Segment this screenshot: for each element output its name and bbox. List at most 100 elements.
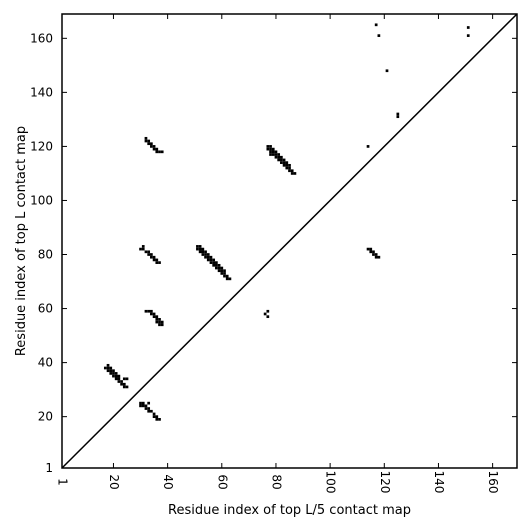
diagonal-line [61, 13, 518, 469]
x-tick-label: 60 [215, 474, 229, 489]
x-tick-label: 40 [161, 474, 175, 489]
contact-point [139, 401, 142, 405]
contact-point [215, 261, 218, 264]
contact-point [369, 250, 373, 254]
contact-point [204, 250, 207, 254]
contact-point [372, 250, 375, 254]
contact-point [144, 139, 148, 143]
contact-point [223, 269, 226, 273]
x-tick-label: 140 [432, 471, 446, 494]
contact-point [206, 255, 210, 259]
contact-point [141, 401, 145, 405]
contact-point [217, 266, 221, 270]
y-axis-label: Residue index of top L contact map [14, 126, 29, 356]
contact-point [147, 250, 151, 254]
contact-point [150, 312, 153, 316]
contact-point [220, 266, 224, 270]
contact-point [103, 366, 107, 370]
contact-point [150, 309, 153, 313]
contact-point [271, 147, 275, 151]
contact-point [466, 34, 470, 37]
contact-point [144, 250, 148, 254]
contact-point [158, 318, 161, 321]
contact-point [160, 150, 164, 154]
contact-point [152, 255, 156, 259]
contact-point [274, 155, 278, 159]
contact-point [141, 245, 145, 248]
contact-point [152, 315, 156, 319]
contact-point [269, 147, 272, 151]
contact-point [160, 323, 164, 327]
contact-point [280, 155, 283, 159]
contact-point [288, 163, 291, 167]
contact-point [220, 269, 224, 273]
contact-point [212, 261, 216, 264]
contact-point [215, 263, 218, 267]
contact-point [155, 320, 159, 324]
contact-point [206, 258, 210, 262]
contact-point [117, 380, 121, 383]
contact-point [158, 320, 161, 324]
contact-point [139, 404, 142, 408]
contact-point [217, 263, 221, 267]
x-tick-label: 160 [486, 471, 500, 494]
y-tick-label: 1 [45, 461, 53, 475]
contact-point [147, 401, 151, 405]
contact-point [198, 245, 202, 248]
contact-point [396, 115, 400, 119]
contact-point [290, 169, 294, 173]
contact-point [150, 253, 153, 256]
x-tick-label: 120 [378, 471, 392, 494]
x-tick-label: 100 [324, 471, 338, 494]
contact-point [271, 150, 275, 154]
contact-point [223, 272, 226, 275]
contact-point [147, 407, 151, 410]
contact-point [204, 255, 207, 259]
contact-point [282, 161, 286, 164]
contact-point [152, 147, 156, 151]
contact-point [106, 366, 110, 370]
contact-point [144, 136, 148, 140]
plot-frame [61, 13, 518, 469]
contact-point [158, 323, 161, 327]
contact-point [293, 172, 297, 175]
contact-point [277, 153, 281, 156]
contact-point [269, 150, 272, 154]
contact-point [152, 145, 156, 148]
contact-point [280, 161, 283, 164]
contact-point [290, 172, 294, 175]
contact-point [274, 153, 278, 156]
contact-point [198, 250, 202, 254]
contact-point [288, 166, 291, 170]
contact-point [106, 369, 110, 373]
contact-point [147, 409, 151, 413]
contact-point [209, 258, 213, 262]
contact-point [285, 163, 289, 167]
y-tick-label: 20 [38, 410, 53, 424]
contact-point [150, 145, 153, 148]
contact-point [155, 258, 159, 262]
contact-point [150, 255, 153, 259]
contact-point [269, 153, 272, 156]
contact-point [114, 374, 118, 378]
contact-point [277, 155, 281, 159]
contact-point [266, 309, 270, 313]
contact-point [220, 272, 224, 275]
contact-point [120, 380, 123, 383]
contact-point [285, 166, 289, 170]
contact-point [285, 161, 289, 164]
contact-point [282, 158, 286, 162]
contact-point [150, 409, 153, 413]
contact-point [288, 169, 291, 173]
contact-point [122, 385, 126, 389]
contact-point [112, 372, 115, 375]
contact-point [366, 247, 370, 251]
contact-point [396, 112, 400, 116]
contact-point [125, 385, 129, 389]
y-tick-label: 160 [30, 31, 53, 45]
contact-point [212, 263, 216, 267]
axis-ticks: 1 20 40 60 80 100 120 140 1601204060801001201401… [30, 14, 517, 493]
contact-point [201, 253, 205, 256]
contact-point [271, 153, 275, 156]
